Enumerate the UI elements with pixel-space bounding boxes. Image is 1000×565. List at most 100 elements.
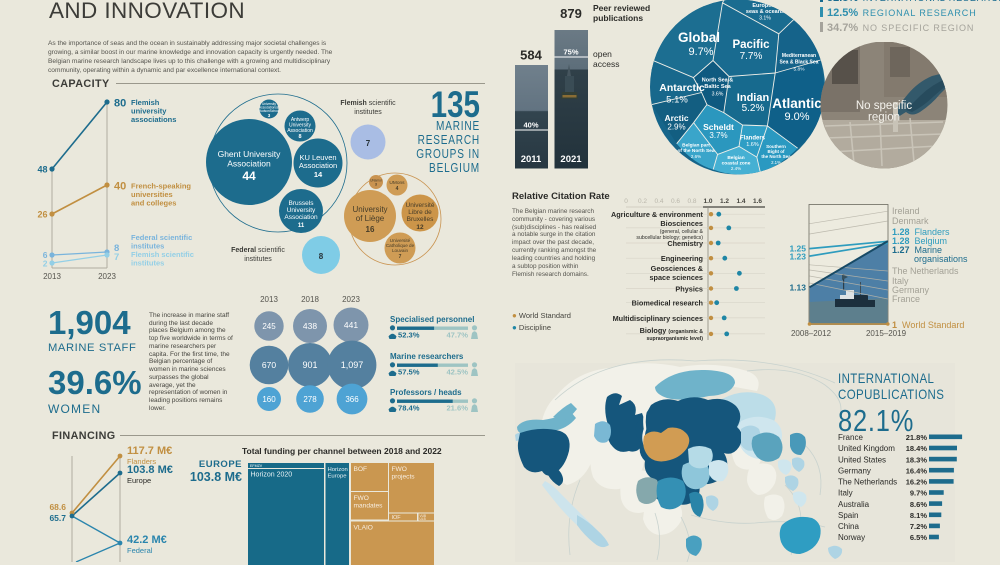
svg-text:3: 3 (375, 183, 377, 187)
svg-text:78.4%: 78.4% (398, 404, 420, 413)
svg-text:Global: Global (678, 30, 720, 45)
svg-text:Brussels: Brussels (289, 200, 315, 207)
svg-text:Europe: Europe (328, 474, 348, 480)
svg-text:12: 12 (416, 224, 424, 231)
svg-text:0: 0 (624, 198, 628, 205)
svg-text:7: 7 (114, 252, 119, 263)
svg-text:Belgian: Belgian (727, 155, 744, 161)
svg-text:the North Sea: the North Sea (761, 154, 791, 159)
svg-text:901: 901 (302, 360, 317, 370)
svg-text:4: 4 (396, 186, 399, 192)
svg-text:48: 48 (37, 165, 47, 175)
svg-text:Peer reviewed: Peer reviewed (593, 3, 650, 13)
svg-text:Ireland: Ireland (892, 206, 920, 216)
svg-text:441: 441 (344, 320, 358, 330)
svg-text:associations: associations (131, 115, 176, 124)
svg-text:North Sea &: North Sea & (702, 78, 734, 84)
svg-text:2018: 2018 (301, 295, 319, 304)
svg-text:40%: 40% (523, 121, 538, 130)
svg-text:Spain: Spain (838, 511, 858, 520)
svg-text:1.6%: 1.6% (746, 142, 759, 148)
svg-text:Horizon: Horizon (328, 467, 348, 473)
svg-text:26: 26 (37, 210, 47, 220)
svg-text:of the North Sea: of the North Sea (677, 148, 714, 154)
svg-text:Baltic Sea: Baltic Sea (704, 84, 731, 90)
svg-text:FWO: FWO (354, 495, 369, 502)
svg-text:2023: 2023 (342, 295, 360, 304)
svg-text:11: 11 (298, 223, 305, 229)
svg-text:0.2: 0.2 (638, 198, 647, 205)
svg-text:of Liège: of Liège (356, 214, 385, 223)
svg-text:France: France (838, 433, 863, 442)
svg-text:117.7 M€: 117.7 M€ (127, 445, 172, 457)
svg-text:3.1%: 3.1% (759, 16, 771, 22)
svg-text:access: access (593, 59, 619, 69)
svg-text:18.3%: 18.3% (906, 455, 928, 464)
svg-text:2.4%: 2.4% (731, 166, 741, 171)
svg-text:42.5%: 42.5% (446, 368, 468, 377)
svg-text:2021: 2021 (560, 154, 582, 165)
svg-text:China: China (838, 522, 859, 531)
svg-text:670: 670 (262, 360, 276, 370)
svg-text:Libre de: Libre de (408, 209, 432, 216)
svg-text:United Kingdom: United Kingdom (838, 444, 895, 453)
svg-text:278: 278 (303, 395, 317, 404)
svg-text:2013: 2013 (43, 272, 61, 281)
svg-text:1.0: 1.0 (703, 198, 712, 205)
svg-text:9.7%: 9.7% (688, 46, 713, 58)
svg-text:3.6%: 3.6% (712, 91, 724, 97)
svg-text:Association: Association (227, 159, 271, 169)
svg-text:No specific: No specific (856, 100, 912, 112)
svg-text:40: 40 (114, 181, 126, 193)
svg-text:21.8%: 21.8% (906, 433, 928, 442)
svg-text:80: 80 (114, 98, 126, 110)
svg-text:space sciences: space sciences (649, 273, 703, 282)
svg-text:Italy: Italy (838, 489, 853, 498)
svg-text:44: 44 (242, 169, 256, 183)
svg-text:institutes: institutes (244, 256, 272, 263)
svg-text:0.4: 0.4 (654, 198, 663, 205)
svg-text:projects: projects (392, 474, 416, 481)
svg-text:publications: publications (593, 13, 643, 23)
svg-text:68.6: 68.6 (49, 502, 66, 512)
svg-text:Germany: Germany (838, 466, 871, 475)
svg-text:Federal scientific: Federal scientific (231, 247, 285, 254)
svg-text:EFMZV: EFMZV (250, 464, 263, 468)
svg-text:42.2 M€: 42.2 M€ (127, 534, 167, 546)
svg-text:Horizon 2020: Horizon 2020 (251, 472, 293, 479)
svg-text:2013: 2013 (260, 295, 278, 304)
svg-text:75%: 75% (563, 48, 578, 57)
svg-text:16.2%: 16.2% (906, 478, 928, 487)
svg-text:Specialised personnel: Specialised personnel (390, 315, 474, 324)
svg-text:245: 245 (262, 322, 276, 331)
svg-text:Physics: Physics (675, 285, 703, 294)
svg-text:6.5%: 6.5% (910, 533, 927, 542)
svg-text:8.6%: 8.6% (910, 500, 927, 509)
svg-text:University: University (352, 205, 387, 214)
svg-text:Agriculture & environment: Agriculture & environment (611, 210, 704, 219)
svg-text:Association: Association (299, 161, 337, 170)
svg-text:BOF: BOF (354, 466, 368, 473)
svg-text:Biomedical research: Biomedical research (632, 299, 703, 308)
svg-text:9.0%: 9.0% (784, 111, 809, 123)
svg-text:institutes: institutes (131, 259, 164, 268)
svg-text:438: 438 (303, 321, 317, 331)
svg-text:organisations: organisations (914, 254, 968, 264)
svg-text:2011: 2011 (521, 154, 542, 165)
svg-text:2023: 2023 (98, 272, 116, 281)
svg-text:7: 7 (399, 254, 402, 260)
svg-text:Norway: Norway (838, 533, 865, 542)
svg-text:Federal: Federal (127, 546, 153, 555)
svg-text:2015–2019: 2015–2019 (866, 329, 907, 338)
svg-text:supraorganismic level): supraorganismic level) (646, 336, 703, 342)
svg-text:Multidisciplinary sciences: Multidisciplinary sciences (613, 314, 703, 323)
svg-text:and colleges: and colleges (131, 199, 176, 208)
svg-text:ULB: ULB (420, 517, 426, 521)
svg-text:Engineering: Engineering (661, 254, 703, 263)
svg-text:Pacific: Pacific (732, 39, 770, 51)
svg-text:France: France (892, 294, 920, 304)
svg-text:subcellular biology; genetics): subcellular biology; genetics) (636, 235, 703, 241)
svg-text:2.9%: 2.9% (667, 123, 685, 132)
svg-text:1,097: 1,097 (341, 360, 364, 370)
svg-text:Arctic: Arctic (664, 113, 688, 123)
